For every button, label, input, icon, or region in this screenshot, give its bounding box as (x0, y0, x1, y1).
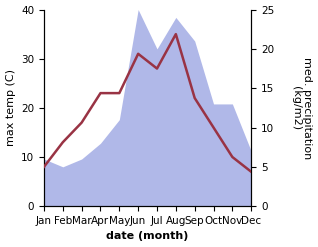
X-axis label: date (month): date (month) (107, 231, 189, 242)
Y-axis label: max temp (C): max temp (C) (5, 69, 16, 146)
Y-axis label: med. precipitation
(kg/m2): med. precipitation (kg/m2) (291, 57, 313, 159)
